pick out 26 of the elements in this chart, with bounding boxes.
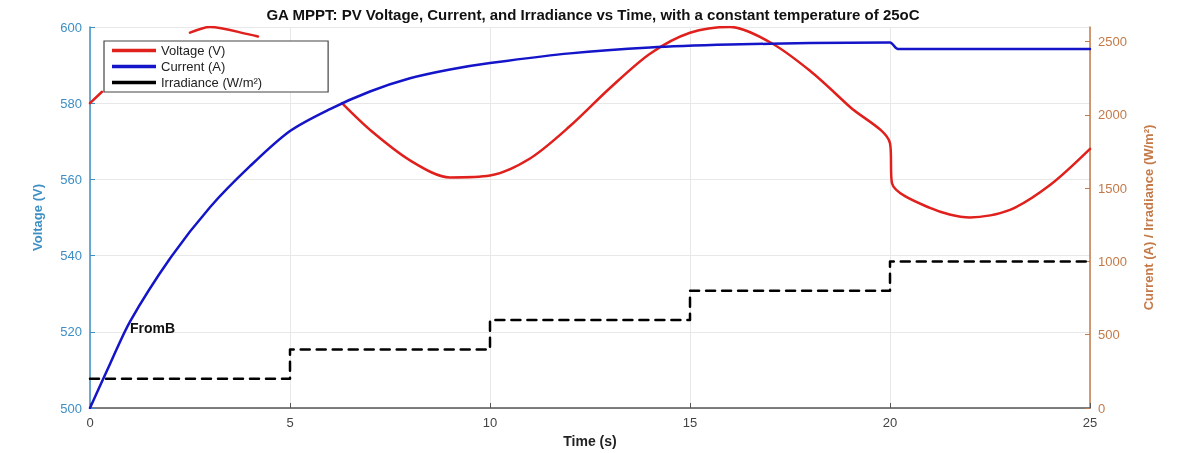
- y2-tick-label: 2500: [1098, 34, 1127, 50]
- x-tick-label: 15: [682, 415, 698, 430]
- x-tick-label: 10: [482, 415, 498, 430]
- x-tick-label: 0: [86, 415, 94, 430]
- y2-axis-title: Current (A) / Irradiance (W/m²): [1141, 124, 1156, 311]
- x-axis-title: Time (s): [563, 433, 617, 449]
- legend-label: Voltage (V): [161, 43, 226, 58]
- y2-tick-label: 0: [1098, 400, 1106, 416]
- y-tick-label: 580: [60, 95, 82, 111]
- y-tick-label: 520: [60, 324, 82, 340]
- x-tick-label: 5: [286, 415, 294, 430]
- y-tick-label: 600: [60, 19, 82, 35]
- y2-tick-label: 1000: [1098, 253, 1127, 269]
- legend-label: Current (A): [161, 59, 226, 74]
- legend-label: Irradiance (W/m²): [161, 75, 263, 90]
- y-tick-label: 560: [60, 171, 82, 187]
- y-tick-label: 540: [60, 248, 82, 264]
- y2-tick-label: 500: [1098, 327, 1120, 343]
- y2-tick-label: 1500: [1098, 180, 1127, 196]
- annotation: FromB: [130, 319, 176, 336]
- x-tick-label: 25: [1082, 415, 1098, 430]
- y-tick-label: 500: [60, 400, 82, 416]
- y2-tick-label: 2000: [1098, 107, 1127, 123]
- chart-title: GA MPPT: PV Voltage, Current, and Irradiance vs Time, with a constant temperature of 25oC: [266, 6, 920, 23]
- x-tick-label: 20: [882, 415, 898, 430]
- y-axis-title: Voltage (V): [30, 184, 45, 251]
